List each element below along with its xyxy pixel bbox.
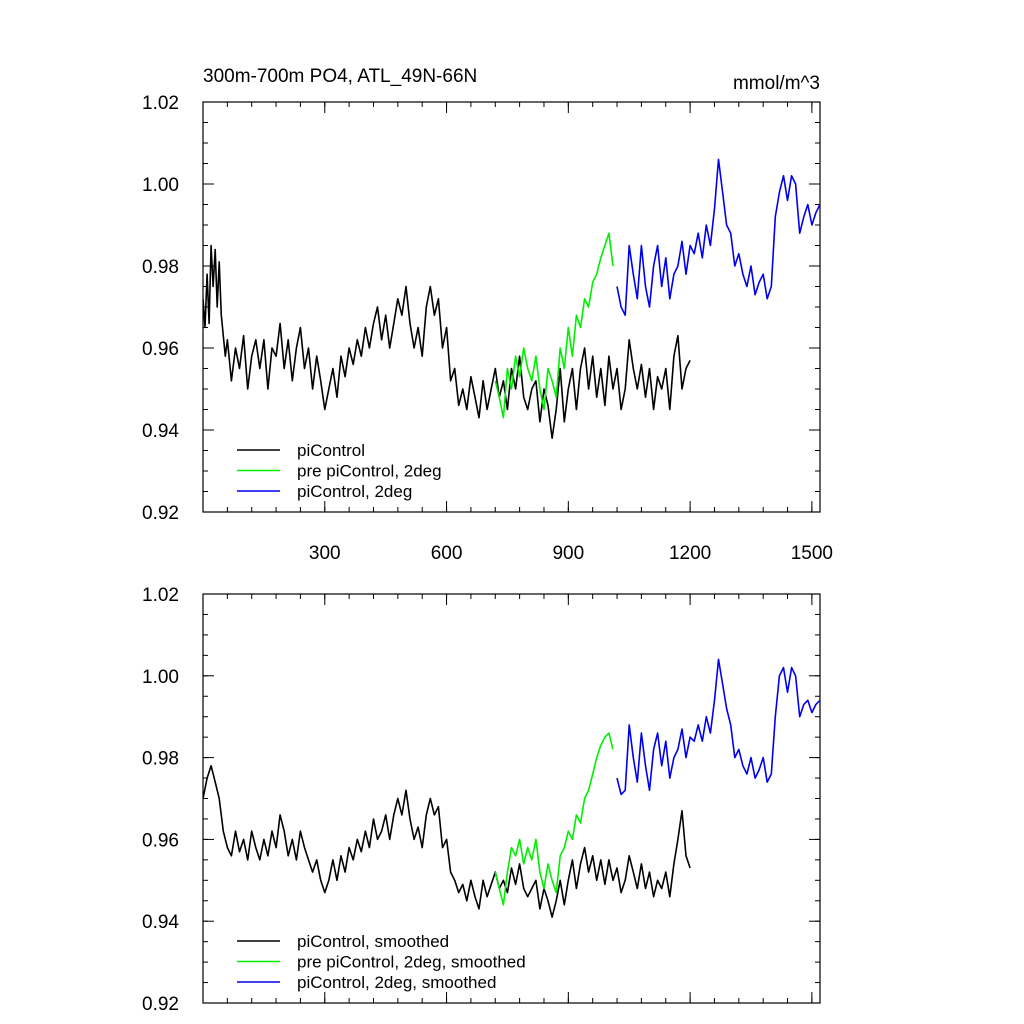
legend-label: piControl, 2deg (297, 482, 412, 501)
y-tick-label: 0.92 (142, 994, 179, 1015)
x-tick-label: 1200 (669, 543, 711, 564)
y-tick-label: 1.00 (142, 667, 179, 688)
y-tick-label: 0.96 (142, 339, 179, 360)
legend-label: pre piControl, 2deg (297, 462, 442, 481)
x-tick-label: 300 (309, 543, 341, 564)
plot-frame (202, 593, 821, 1004)
legend-label: piControl, 2deg, smoothed (297, 973, 496, 992)
x-tick-label: 1500 (791, 543, 833, 564)
y-tick-label: 1.02 (142, 93, 179, 114)
chart-title: 300m-700m PO4, ATL_49N-66N (203, 66, 477, 87)
series-line-2 (616, 658, 820, 796)
bottom-panel: 0.92 0.94 0.96 0.98 1.00 1.02 piControl, smoot… (142, 585, 821, 1015)
y-tick-label: 0.94 (142, 421, 179, 442)
series-line-0 (203, 764, 691, 918)
y-tick-label: 1.02 (142, 585, 179, 606)
plot-frame (202, 101, 821, 513)
y-tick-label: 0.94 (142, 912, 179, 933)
legend-label: piControl, smoothed (297, 932, 449, 951)
legend-label: pre piControl, 2deg, smoothed (297, 953, 526, 972)
y-tick-label: 0.98 (142, 749, 179, 770)
series-line-1 (494, 732, 614, 906)
top-panel: 0.92 0.94 0.96 0.98 1.00 1.02 300 600 900 1200 150… (142, 66, 833, 564)
y-tick-label: 0.96 (142, 830, 179, 851)
x-tick-label: 900 (552, 543, 584, 564)
x-tick-label: 600 (431, 543, 463, 564)
y-tick-label: 1.00 (142, 175, 179, 196)
y-tick-label: 0.98 (142, 257, 179, 278)
y-tick-label: 0.92 (142, 503, 179, 524)
series-line-0 (203, 244, 691, 440)
series-line-2 (616, 158, 820, 317)
legend-label: piControl (297, 441, 365, 460)
units-label: mmol/m^3 (733, 73, 820, 94)
series-line-1 (494, 232, 614, 419)
